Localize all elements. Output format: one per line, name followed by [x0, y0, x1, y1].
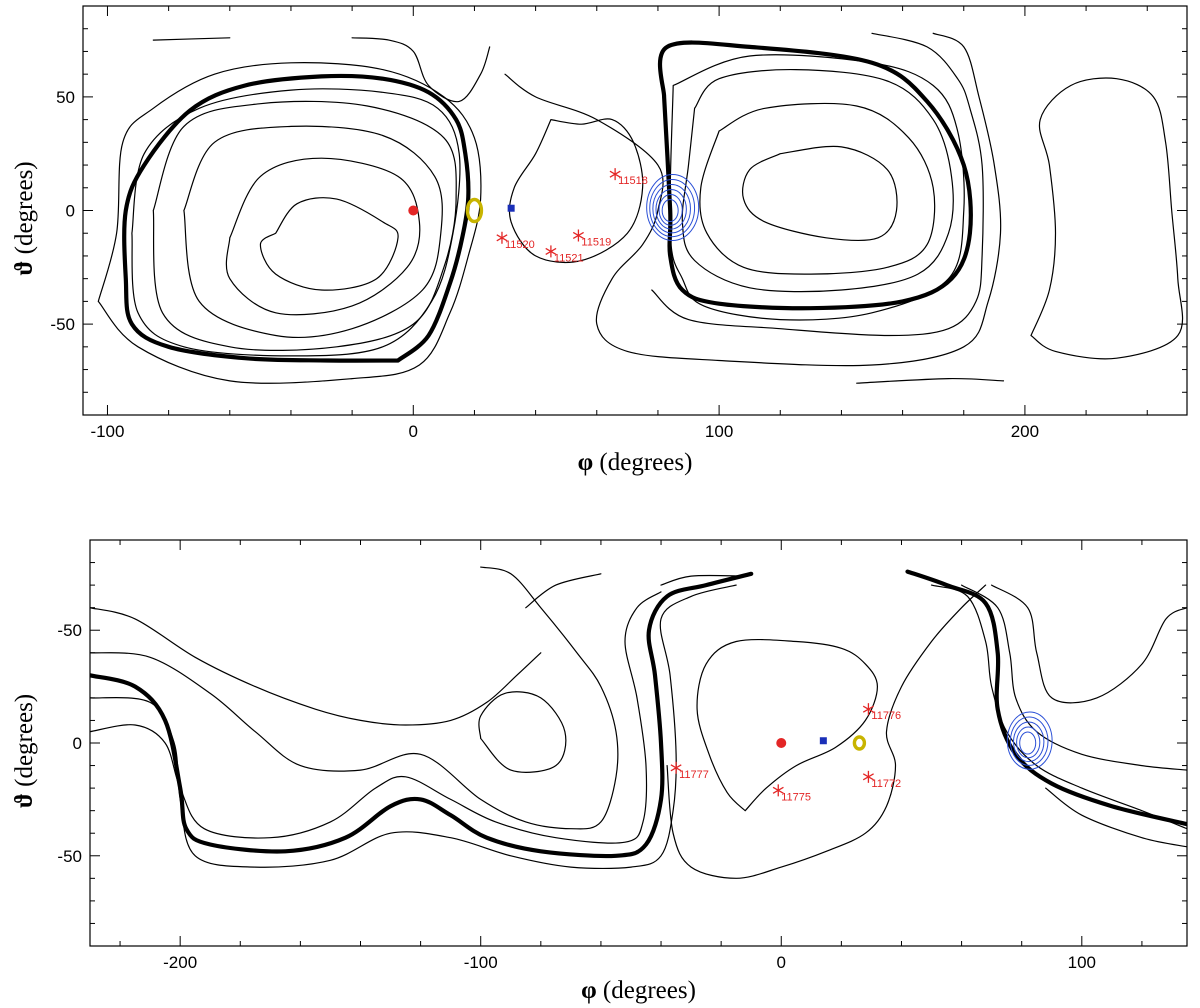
x-tick-label: 0	[777, 953, 786, 972]
contour-line-9	[961, 584, 1187, 771]
x-axis-title: φ (degrees)	[581, 977, 696, 1004]
contour-line-6	[97, 62, 482, 384]
contour-line-1	[259, 197, 399, 291]
contour-line-16	[1030, 77, 1184, 360]
neutral-line-2	[657, 40, 973, 311]
blue-ring	[1009, 716, 1049, 766]
contour-line-8	[696, 638, 878, 812]
contour-line-7	[666, 584, 987, 879]
contour-line-10	[508, 118, 644, 264]
sunspot-marker	[772, 784, 784, 797]
y-tick-label: 50	[56, 88, 75, 107]
blue-ring	[1006, 711, 1053, 770]
sunspot-marker	[545, 245, 557, 258]
contour-lines	[90, 566, 1187, 879]
blue-ring	[655, 189, 687, 230]
x-axis-title: φ (degrees)	[578, 449, 693, 476]
sunspot-label: 11519	[581, 236, 611, 248]
plot-frame	[89, 539, 1188, 947]
y-tick-label: -50	[50, 315, 75, 334]
blue-ring-marker	[1006, 711, 1053, 770]
sunspot-label: 11521	[554, 252, 584, 264]
blue-ring	[649, 179, 696, 238]
sunspot-label: 11520	[505, 239, 535, 251]
sunspot-marker	[496, 231, 508, 244]
contour-line-4	[90, 591, 662, 844]
contour-line-5	[131, 88, 461, 357]
neutral-line-1	[122, 73, 471, 363]
contour-line-11	[741, 145, 898, 242]
blue-square-marker	[507, 204, 515, 212]
yellow-ring-marker	[852, 735, 867, 751]
sunspot-label: 11772	[871, 778, 901, 790]
x-tick-label: -200	[163, 953, 197, 972]
sunspot-marker	[862, 770, 874, 783]
blue-ring	[646, 174, 700, 241]
contour-line-10	[930, 584, 1187, 830]
blue-ring	[1019, 731, 1037, 755]
blue-ring	[658, 194, 683, 226]
sunspot-marker	[862, 703, 874, 716]
contour-line-1	[478, 691, 567, 773]
contour-line-2	[225, 157, 421, 316]
contour-line-12	[699, 102, 936, 275]
y-axis-title: ϑ (degrees)	[11, 161, 38, 275]
x-tick-label: 100	[705, 422, 733, 441]
contour-line-13	[681, 68, 954, 293]
y-tick-label: -50	[57, 621, 82, 640]
y-tick-label: 0	[73, 734, 82, 753]
sunspot-marker	[670, 761, 682, 774]
contour-line-2	[90, 566, 619, 830]
neutral-line-2	[905, 569, 1187, 827]
blue-ring	[1016, 726, 1041, 759]
y-tick-label: 0	[66, 202, 75, 221]
contour-line-8	[351, 37, 491, 103]
sunspot-marker	[609, 168, 621, 181]
blue-ring	[661, 199, 679, 222]
red-dot-marker	[408, 205, 419, 216]
y-tick-label: -50	[57, 847, 82, 866]
contour-lines	[97, 32, 1184, 384]
x-tick-label: 100	[1068, 953, 1096, 972]
contour-line-4	[152, 100, 457, 351]
neutral-line-1	[90, 571, 754, 859]
contour-panel-2: -200 -100 0 100 -50 0 -50 φ (degrees) ϑ (degrees…	[11, 539, 1188, 1004]
contour-line-7	[152, 37, 231, 41]
x-tick-label: 0	[409, 422, 418, 441]
blue-square-marker	[819, 737, 827, 745]
contour-line-17	[856, 377, 1005, 384]
contour-line-3	[90, 607, 542, 726]
blue-ring	[1013, 721, 1045, 763]
contour-line-12	[1045, 787, 1187, 848]
sunspot-label: 11518	[618, 175, 648, 187]
contour-line-11	[991, 584, 1187, 704]
sunspot-label: 11775	[781, 791, 811, 803]
x-tick-label: 200	[1011, 422, 1039, 441]
yellow-ring-marker	[465, 197, 484, 224]
blue-ring	[652, 184, 691, 234]
red-dot-marker	[776, 738, 787, 748]
contour-line-15	[651, 32, 984, 337]
contour-line-9	[504, 32, 1002, 367]
sunspot-label: 11776	[871, 710, 901, 722]
sunspot-marker	[572, 229, 584, 242]
y-axis-title: ϑ (degrees)	[11, 694, 38, 808]
x-tick-label: -100	[464, 953, 498, 972]
blue-ring-marker	[646, 174, 700, 241]
contour-line-13	[525, 573, 602, 609]
contour-line-6	[660, 574, 746, 586]
contour-panel-1: -100 0 100 200 50 0 -50 φ (degrees) ϑ (degrees) 1…	[11, 5, 1188, 476]
x-tick-label: -100	[90, 422, 124, 441]
contour-line-3	[183, 125, 443, 339]
sunspot-label: 11777	[679, 769, 709, 781]
